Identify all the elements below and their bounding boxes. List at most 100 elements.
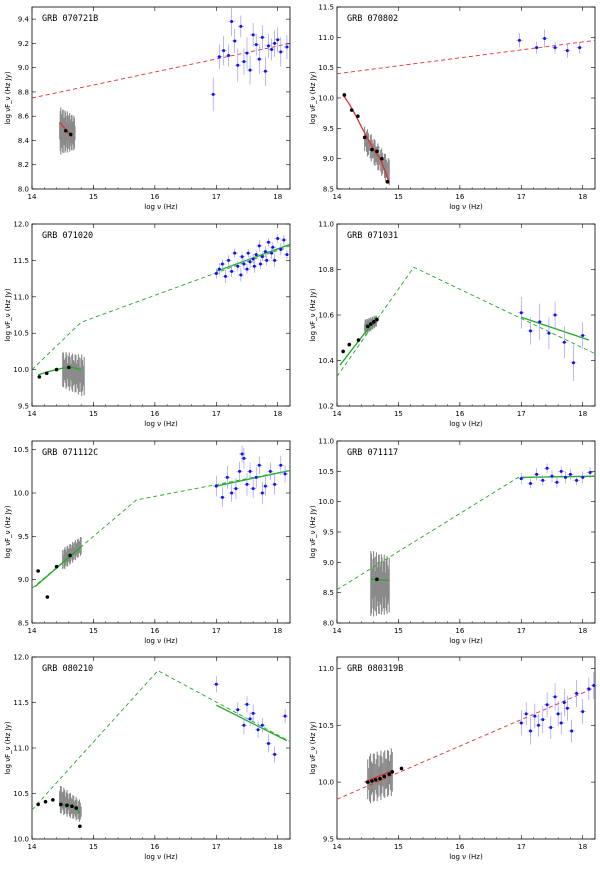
xray-point — [260, 255, 264, 259]
y-tick-label: 10.2 — [318, 403, 334, 411]
panel-3: 14 15 16 17 18 9.5 10.0 10.5 11.0 11.5 12.0 log ν (… — [4, 221, 291, 428]
xray-point — [279, 463, 283, 467]
x-tick-label: 17 — [212, 627, 221, 635]
optical-point — [68, 132, 73, 137]
x-axis-label: log ν (Hz) — [449, 853, 483, 861]
x-tick-label: 18 — [578, 627, 587, 635]
xray-point — [254, 475, 258, 479]
y-tick-label: 9.5 — [18, 403, 29, 411]
xray-point — [565, 49, 569, 53]
x-axis-label: log ν (Hz) — [144, 853, 178, 861]
xray-point — [245, 267, 249, 271]
xray-point — [242, 723, 246, 727]
y-tick-label: 10.0 — [318, 779, 334, 787]
fit-segment-line — [370, 578, 390, 582]
optical-point — [54, 367, 59, 372]
optical-point — [370, 147, 374, 152]
xray-point — [245, 702, 249, 706]
xray-point — [240, 255, 244, 259]
xray-point — [242, 456, 246, 460]
x-tick-label: 14 — [28, 627, 37, 635]
x-tick-label: 14 — [28, 193, 37, 201]
optical-point — [342, 93, 347, 97]
xray-point — [276, 237, 280, 241]
optical-point — [44, 371, 49, 376]
x-tick-label: 14 — [333, 843, 342, 851]
xray-point — [550, 474, 554, 478]
xray-point — [536, 723, 540, 727]
xray-point — [217, 267, 221, 271]
x-tick-label: 18 — [273, 193, 282, 201]
xray-point — [251, 33, 255, 37]
xray-point — [265, 258, 269, 262]
panel-6: 14 15 16 17 18 8.0 8.5 9.0 9.5 10.0 10.5 11.0 log ν … — [309, 438, 596, 645]
xray-point — [279, 50, 283, 54]
y-tick-label: 10.0 — [13, 366, 29, 374]
x-tick-label: 16 — [455, 410, 464, 418]
xray-point — [248, 260, 252, 264]
y-tick-label: 11.5 — [13, 257, 29, 265]
y-tick-label: 10.4 — [318, 357, 334, 365]
xray-point — [517, 38, 521, 42]
xray-point — [257, 463, 261, 467]
xray-point — [581, 333, 585, 337]
xray-point — [263, 69, 267, 73]
y-tick-label: 10.6 — [318, 312, 334, 320]
optical-point — [43, 799, 48, 804]
x-tick-label: 16 — [455, 193, 464, 201]
optical-point — [356, 114, 360, 118]
xray-point — [549, 726, 553, 730]
x-tick-label: 15 — [89, 193, 98, 201]
x-tick-label: 15 — [394, 627, 403, 635]
xray-point — [283, 472, 287, 476]
xray-point — [519, 477, 523, 481]
y-tick-label: 10.5 — [318, 722, 334, 730]
xray-point — [273, 41, 277, 45]
fit-segment-line — [216, 469, 291, 487]
optical-point — [387, 772, 392, 776]
xray-point — [570, 729, 574, 733]
optical-spectrum — [62, 536, 82, 570]
x-tick-label: 17 — [212, 843, 221, 851]
xray-point — [267, 44, 270, 48]
xray-point — [565, 706, 569, 710]
panel-title: GRB 071031 — [347, 231, 398, 241]
xray-point — [541, 718, 545, 722]
xray-point — [224, 274, 227, 278]
xray-point — [553, 695, 557, 699]
optical-point — [385, 179, 390, 184]
y-tick-label: 8.5 — [323, 186, 334, 194]
xray-point — [214, 484, 218, 488]
xray-point — [273, 752, 277, 756]
x-tick-label: 14 — [28, 410, 37, 418]
x-axis-label: log ν (Hz) — [449, 420, 483, 428]
y-axis-label: log νF_ν (Hz Jy) — [309, 721, 317, 775]
panel-title: GRB 071112C — [42, 448, 98, 458]
xray-point — [251, 487, 255, 491]
y-tick-label: 10.8 — [318, 266, 334, 274]
x-axis-label: log ν (Hz) — [144, 637, 178, 645]
xray-point — [529, 329, 532, 333]
model-dashed-line — [336, 39, 596, 75]
xray-point — [248, 717, 252, 721]
y-tick-label: 8.5 — [18, 620, 29, 628]
xray-point — [555, 480, 559, 484]
xray-point — [220, 262, 224, 266]
xray-point — [553, 46, 557, 50]
x-axis-label: log ν (Hz) — [144, 203, 178, 211]
y-tick-label: 8.5 — [323, 589, 334, 597]
y-tick-label: 9.5 — [323, 529, 334, 537]
x-tick-label: 17 — [212, 193, 221, 201]
xray-point — [214, 682, 218, 686]
panel-7: 14 15 16 17 18 10.0 10.5 11.0 11.5 12.0 log ν (Hz)… — [4, 654, 291, 861]
panel-1: 14 15 16 17 18 8.0 8.2 8.4 8.6 8.8 9.0 9.2 9.4 log ν … — [4, 6, 291, 211]
xray-point — [568, 472, 572, 476]
xray-point — [239, 273, 243, 277]
x-tick-label: 15 — [89, 410, 98, 418]
optical-point — [54, 564, 59, 569]
xray-point — [541, 478, 545, 482]
xray-point — [535, 46, 539, 50]
y-tick-label: 10.0 — [13, 490, 29, 498]
xray-point — [257, 244, 261, 248]
